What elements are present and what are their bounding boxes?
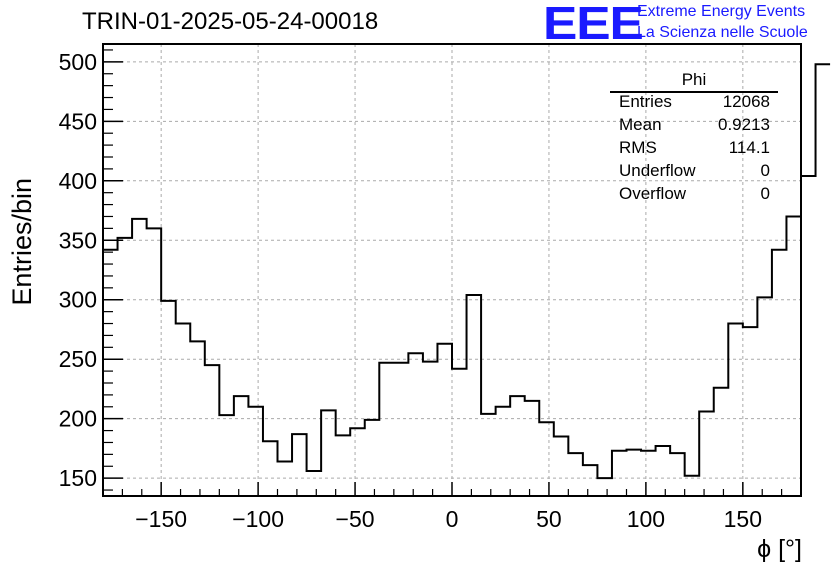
- stats-key: Underflow: [619, 161, 696, 180]
- stats-value: 0: [760, 161, 770, 180]
- x-tick-label: −150: [135, 506, 187, 532]
- x-tick-label: −100: [232, 506, 284, 532]
- eee-logo: EEE: [543, 0, 644, 49]
- histogram-title: TRIN-01-2025-05-24-00018: [82, 8, 379, 35]
- y-tick-label: 300: [59, 287, 97, 313]
- x-tick-label: 100: [627, 506, 665, 532]
- x-tick-label: 0: [446, 506, 459, 532]
- y-tick-label: 450: [59, 108, 97, 134]
- x-tick-label: 50: [536, 506, 562, 532]
- y-tick-label: 400: [59, 168, 97, 194]
- stats-value: 114.1: [728, 138, 770, 157]
- stats-key: Overflow: [619, 184, 687, 203]
- stats-title: Phi: [681, 70, 707, 89]
- y-tick-label: 500: [59, 49, 97, 75]
- stats-key: Mean: [619, 115, 662, 134]
- stats-value: 0: [760, 184, 770, 203]
- y-tick-label: 150: [59, 465, 97, 491]
- axis-ticks: [102, 49, 802, 496]
- tick-labels: −150 −100 −50 0 50 100 150 150 200 250 300 350 400 45…: [59, 49, 762, 532]
- logo-line-2: La Scienza nelle Scuole: [637, 24, 808, 41]
- stats-value: 12068: [722, 92, 770, 111]
- histogram-line: [103, 63, 831, 480]
- stats-key: RMS: [619, 138, 657, 157]
- y-tick-label: 200: [59, 406, 97, 432]
- y-tick-label: 250: [59, 346, 97, 372]
- y-tick-label: 350: [59, 227, 97, 253]
- stats-key: Entries: [619, 92, 672, 111]
- logo-line-1: Extreme Energy Events: [637, 3, 806, 20]
- grid-lines: [103, 44, 801, 496]
- x-tick-label: −50: [336, 506, 375, 532]
- x-tick-label: 150: [724, 506, 762, 532]
- stats-value: 0.9213: [718, 115, 770, 134]
- y-axis-label: Entries/bin: [7, 178, 37, 306]
- x-axis-label: ϕ [°]: [757, 535, 802, 563]
